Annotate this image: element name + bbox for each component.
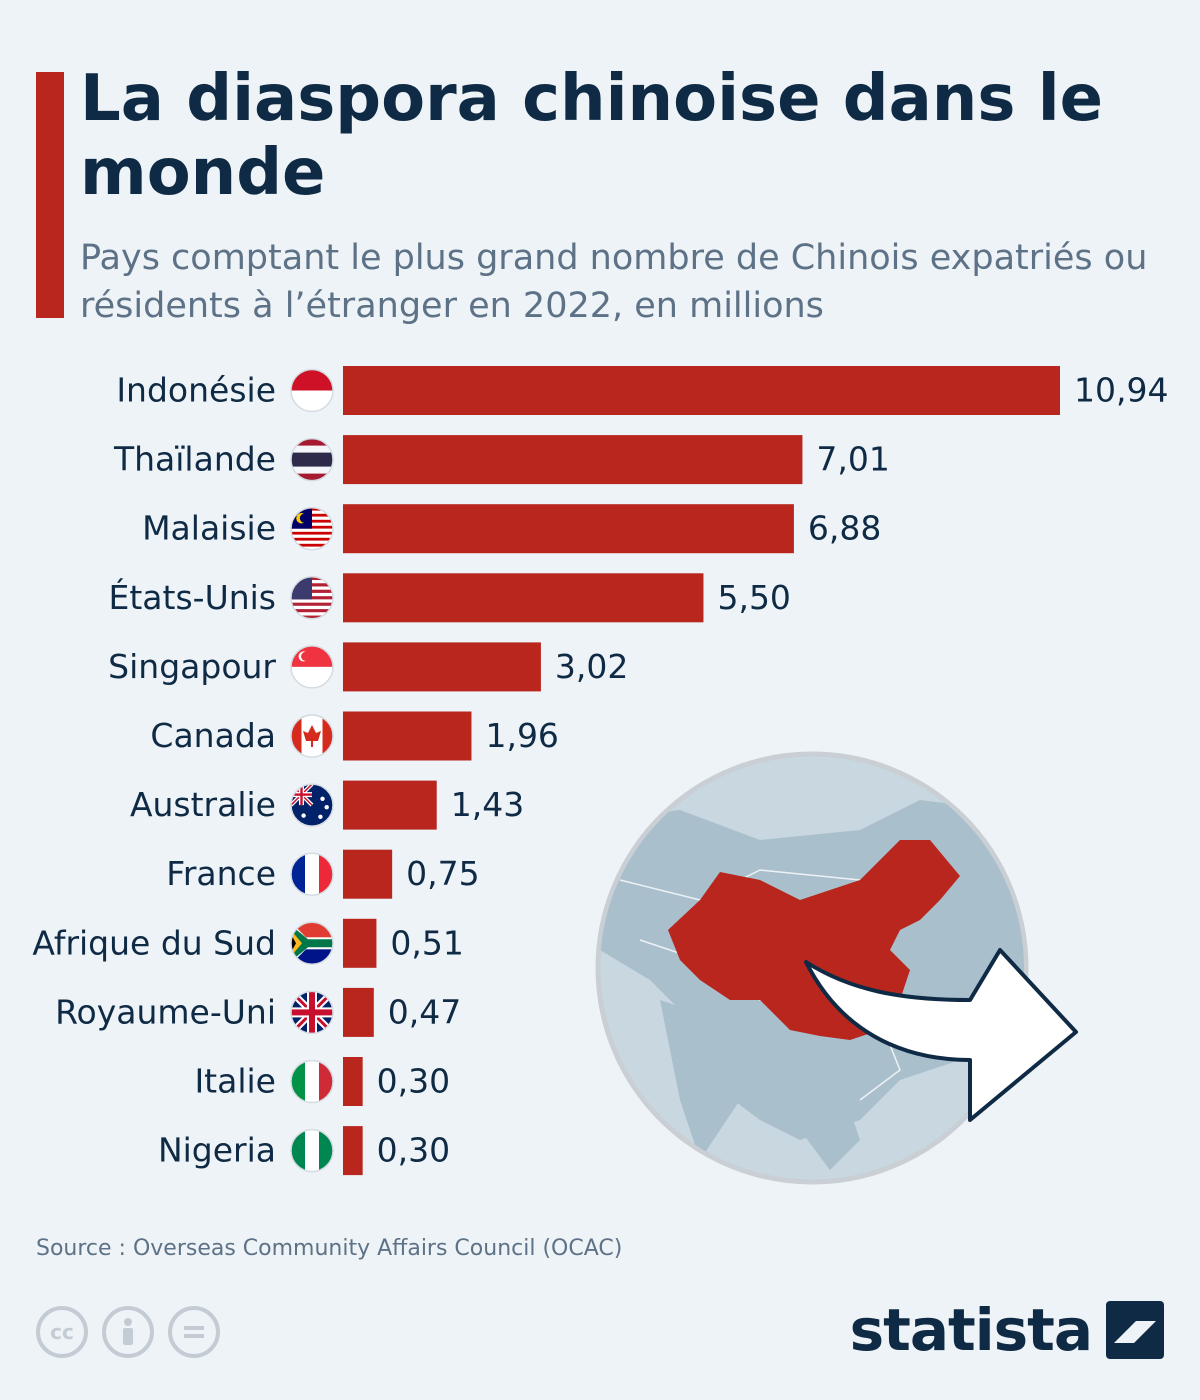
attribution-icon[interactable] (102, 1306, 154, 1358)
value-label: 0,47 (388, 992, 461, 1031)
license-icons: cc (36, 1306, 220, 1358)
category-label: France (166, 854, 276, 893)
no-derivatives-icon[interactable] (168, 1306, 220, 1358)
indonesia-flag-icon (290, 368, 334, 413)
chart-subtitle: Pays comptant le plus grand nombre de Ch… (80, 238, 1148, 326)
chart-bars-group: Indonésie 10,94 Thaïlande 7,01 Malaisie 6,88 É… (32, 366, 1168, 1176)
bar (343, 1126, 363, 1176)
outgoing-arrow-icon (804, 948, 1078, 1122)
bar (343, 1057, 363, 1106)
bar (343, 435, 803, 485)
bar-row: Australie 1,43 (130, 780, 524, 830)
uk-flag-icon (290, 990, 334, 1035)
value-label: 1,43 (451, 785, 524, 824)
bar-row: Malaisie 6,88 (142, 504, 881, 554)
cc-icon[interactable]: cc (36, 1306, 88, 1358)
bar (343, 504, 794, 554)
source-note: Source : Overseas Community Affairs Coun… (36, 1236, 623, 1261)
brand-logo[interactable]: statista (850, 1296, 1164, 1364)
value-label: 1,96 (485, 716, 558, 755)
bar-row: Thaïlande 7,01 (113, 435, 890, 485)
brand-name: statista (849, 1296, 1093, 1364)
category-label: Singapour (108, 647, 276, 686)
chart-title: La diaspora chinoise dans le monde (80, 62, 1104, 210)
usa-flag-icon (290, 576, 334, 620)
value-label: 3,02 (555, 647, 628, 686)
globe-china-map-icon (595, 751, 1078, 1185)
bar (343, 573, 704, 623)
value-label: 10,94 (1074, 371, 1168, 410)
title-accent-bar (36, 72, 64, 318)
bar (343, 642, 541, 692)
category-label: Australie (130, 785, 276, 824)
malaysia-flag-icon (290, 506, 334, 551)
bar-row: Afrique du Sud 0,51 (32, 918, 464, 968)
bar (343, 711, 472, 761)
italy-flag-icon (290, 1059, 334, 1104)
nigeria-flag-icon (290, 1128, 334, 1173)
category-label: Thaïlande (113, 440, 276, 479)
value-label: 5,50 (717, 578, 790, 617)
bar-row: Italie 0,30 (194, 1057, 450, 1106)
canada-flag-icon (290, 714, 334, 758)
value-label: 0,51 (390, 923, 463, 962)
category-label: Royaume-Uni (55, 992, 276, 1031)
south-africa-flag-icon (290, 921, 334, 966)
category-label: Afrique du Sud (32, 923, 276, 962)
australia-flag-icon (290, 783, 334, 827)
value-label: 0,30 (377, 1062, 450, 1101)
bar-row: Canada 1,96 (150, 711, 559, 761)
bar-row: France 0,75 (166, 849, 480, 899)
bar (343, 987, 374, 1037)
category-label: Malaisie (142, 509, 276, 548)
bar-row: Indonésie 10,94 (116, 366, 1168, 415)
value-label: 7,01 (816, 440, 889, 479)
bar (343, 780, 437, 830)
bar-row: Royaume-Uni 0,47 (55, 987, 461, 1037)
bar (343, 918, 377, 968)
bar-row: États-Unis 5,50 (109, 573, 791, 623)
bar-row: Nigeria 0,30 (158, 1126, 450, 1176)
bar (343, 849, 393, 899)
singapore-flag-icon (290, 645, 334, 689)
category-label: États-Unis (109, 577, 276, 617)
value-label: 0,30 (377, 1131, 450, 1170)
bar (343, 366, 1060, 415)
statista-logo-icon (1106, 1301, 1164, 1359)
bar-row: Singapour 3,02 (108, 642, 628, 692)
value-label: 0,75 (406, 854, 479, 893)
category-label: Indonésie (116, 371, 276, 410)
category-label: Canada (150, 716, 276, 755)
value-label: 6,88 (808, 509, 881, 548)
thailand-flag-icon (290, 437, 334, 482)
category-label: Italie (194, 1062, 276, 1101)
france-flag-icon (290, 852, 334, 896)
category-label: Nigeria (158, 1131, 276, 1170)
